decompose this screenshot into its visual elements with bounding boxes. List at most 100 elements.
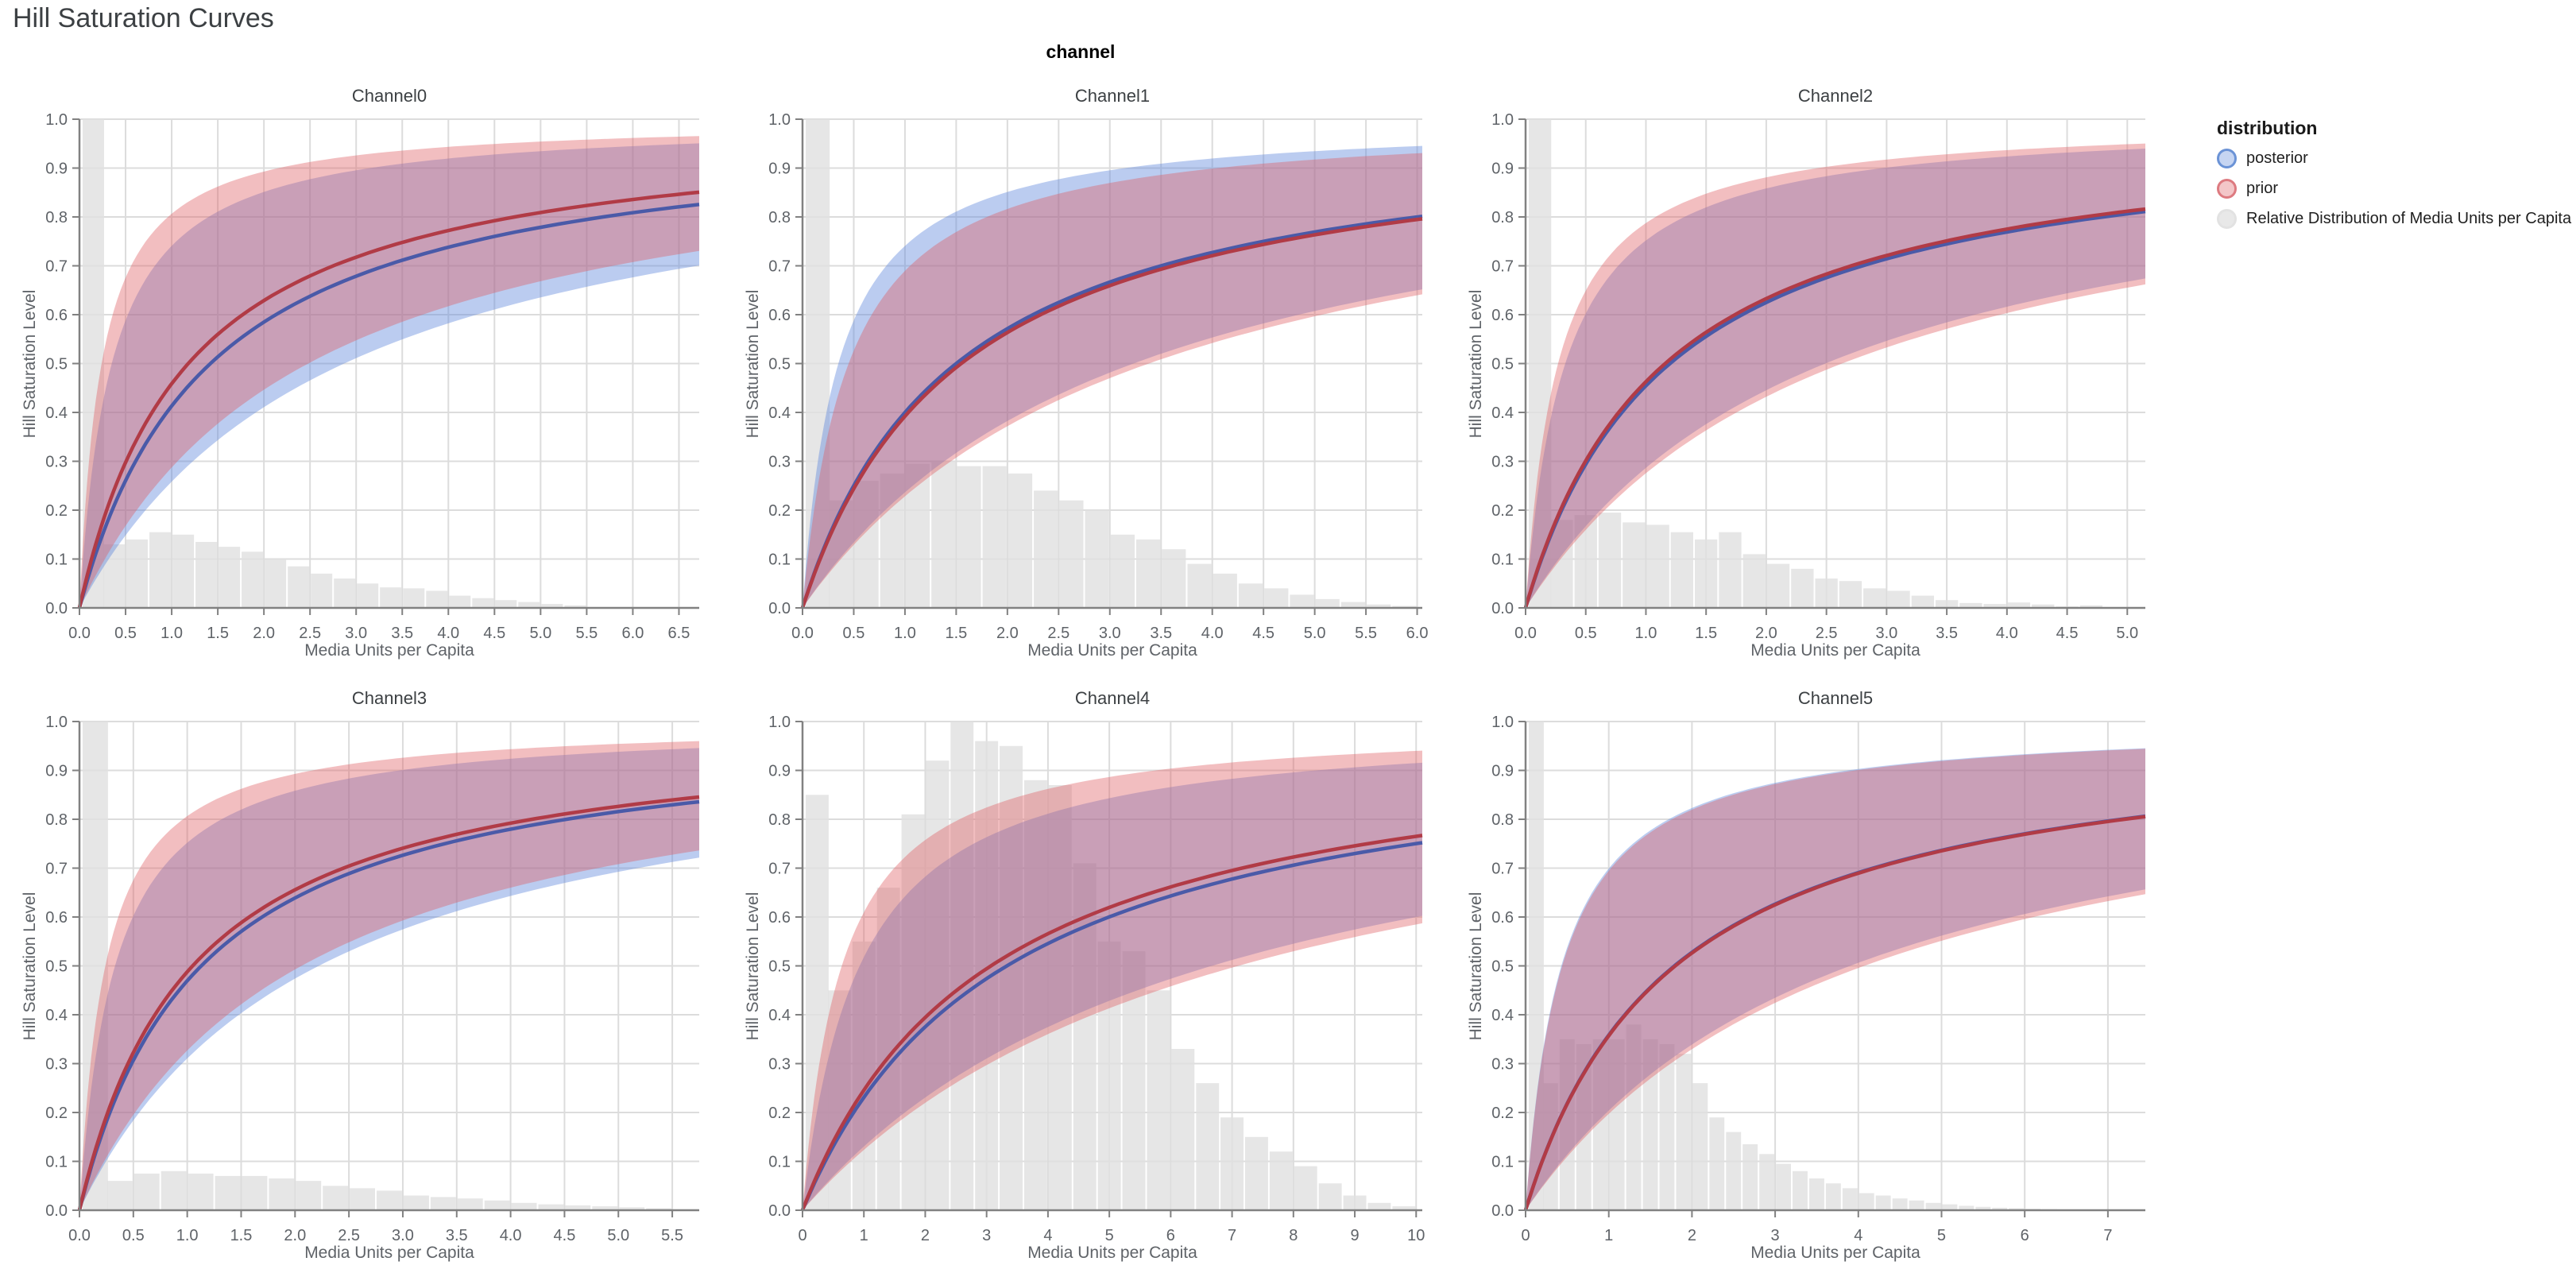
- x-tick-label: 2.0: [1755, 625, 1777, 642]
- x-tick-label: 1.5: [1695, 625, 1717, 642]
- x-tick-label: 7: [2103, 1227, 2112, 1244]
- y-tick-label: 0.3: [1491, 454, 1514, 471]
- y-tick-label: 0.1: [768, 1154, 791, 1171]
- legend-item-label: prior: [2246, 180, 2279, 197]
- y-tick-label: 0.3: [768, 454, 791, 471]
- y-tick-label: 0.9: [768, 161, 791, 178]
- x-tick-label: 5: [1937, 1227, 1946, 1244]
- facet-title-channel5: Channel5: [1797, 688, 1874, 708]
- y-tick-label: 1.0: [1491, 714, 1514, 731]
- legend-item-relative-distribution[interactable]: Relative Distribution of Media Units per…: [2217, 209, 2571, 229]
- relative-distribution-histogram: [1529, 722, 2057, 1211]
- posterior-band: [803, 145, 1422, 609]
- x-tick-label: 5.0: [607, 1227, 629, 1244]
- x-tick-label: 8: [1289, 1227, 1298, 1244]
- x-axis-title: Media Units per Capita: [1027, 1244, 1197, 1262]
- y-tick-label: 0.2: [45, 1105, 68, 1122]
- x-tick-label: 2.0: [996, 625, 1019, 642]
- x-tick-label: 6.5: [668, 625, 690, 642]
- prior-band: [79, 741, 699, 1210]
- page-title: Hill Saturation Curves: [13, 3, 274, 33]
- y-tick-label: 0.6: [1491, 909, 1514, 927]
- tick-marks: [72, 118, 680, 615]
- legend-item-label: Relative Distribution of Media Units per…: [2246, 210, 2572, 227]
- posterior-band: [79, 143, 699, 608]
- x-tick-label: 5.0: [529, 625, 551, 642]
- y-tick-label: 0.6: [1491, 307, 1514, 324]
- legend-item-label: posterior: [2246, 149, 2308, 167]
- y-tick-label: 0.5: [45, 958, 68, 976]
- x-tick-label: 5.0: [2116, 625, 2138, 642]
- chart-channel5: 0.0 0.1 0.2 0.3 0.4 0.5 0.6 0.7 0.8 0.9 1.0 0 1 2 3 4 5 6…: [1491, 714, 2146, 1244]
- y-tick-label: 0.3: [1491, 1056, 1514, 1074]
- tick-marks: [72, 721, 674, 1217]
- x-tick-label: 5.5: [661, 1227, 683, 1244]
- tick-marks: [1518, 118, 2129, 615]
- relative-distribution-histogram: [1529, 119, 2102, 609]
- y-tick-label: 0.8: [45, 209, 68, 226]
- tick-labels: 0.0 0.1 0.2 0.3 0.4 0.5 0.6 0.7 0.8 0.9 1.0 0.0 0.5 1…: [1491, 111, 2138, 642]
- posterior-swatch-icon: [2217, 149, 2237, 168]
- legend-item-posterior[interactable]: posterior: [2217, 149, 2571, 168]
- chart-channel2: 0.0 0.1 0.2 0.3 0.4 0.5 0.6 0.7 0.8 0.9 1.0 0.0 0.5 1…: [1491, 111, 2146, 642]
- prior-median-line: [77, 190, 700, 609]
- y-tick-label: 0.2: [768, 1105, 791, 1122]
- x-tick-label: 1.0: [161, 625, 183, 642]
- x-tick-label: 3.0: [1099, 625, 1121, 642]
- legend-item-prior[interactable]: prior: [2217, 179, 2571, 199]
- x-tick-label: 0.5: [843, 625, 865, 642]
- y-tick-label: 0.8: [768, 209, 791, 226]
- y-tick-label: 0.5: [45, 356, 68, 373]
- x-tick-label: 1.5: [207, 625, 229, 642]
- x-tick-label: 3.5: [446, 1227, 468, 1244]
- x-tick-label: 4: [1043, 1227, 1052, 1244]
- x-axis-title: Media Units per Capita: [1027, 641, 1197, 660]
- y-tick-label: 0.0: [45, 1202, 68, 1220]
- x-tick-label: 1: [1604, 1227, 1613, 1244]
- prior-median-line: [800, 834, 1423, 1211]
- y-tick-label: 0.6: [768, 307, 791, 324]
- posterior-band: [803, 762, 1422, 1210]
- x-tick-label: 3.5: [1936, 625, 1958, 642]
- x-tick-label: 5.5: [1355, 625, 1377, 642]
- x-tick-label: 1.0: [176, 1227, 199, 1244]
- y-tick-label: 0.7: [1491, 258, 1514, 276]
- x-tick-label: 4: [1854, 1227, 1862, 1244]
- prior-band: [803, 153, 1422, 609]
- x-tick-label: 4.0: [500, 1227, 522, 1244]
- tick-labels: 0.0 0.1 0.2 0.3 0.4 0.5 0.6 0.7 0.8 0.9 1.0 0 1 2 3 4 5 6…: [1491, 714, 2112, 1244]
- x-tick-label: 3: [982, 1227, 991, 1244]
- y-tick-label: 0.6: [45, 909, 68, 927]
- x-tick-label: 0.5: [114, 625, 137, 642]
- x-tick-label: 1.5: [230, 1227, 253, 1244]
- y-tick-label: 0.7: [45, 861, 68, 878]
- x-tick-label: 4.0: [1996, 625, 2018, 642]
- prior-band: [79, 136, 699, 608]
- x-tick-label: 7: [1228, 1227, 1236, 1244]
- x-tick-label: 4.5: [2056, 625, 2079, 642]
- prior-band: [1526, 143, 2145, 609]
- y-tick-label: 0.9: [1491, 763, 1514, 780]
- y-tick-label: 0.2: [1491, 502, 1514, 520]
- prior-swatch-icon: [2217, 179, 2237, 199]
- chart-channel3: 0.0 0.1 0.2 0.3 0.4 0.5 0.6 0.7 0.8 0.9 1.0 0.0 0.5 1…: [45, 714, 700, 1244]
- y-tick-label: 0.9: [1491, 161, 1514, 178]
- posterior-band: [1526, 748, 2145, 1210]
- x-tick-label: 0: [798, 1227, 806, 1244]
- y-tick-label: 0.5: [1491, 958, 1514, 976]
- y-tick-label: 0.5: [1491, 356, 1514, 373]
- y-tick-label: 1.0: [768, 111, 791, 129]
- y-tick-label: 0.4: [1491, 1007, 1514, 1024]
- y-tick-label: 0.4: [45, 1007, 68, 1024]
- x-tick-label: 4.5: [1252, 625, 1274, 642]
- tick-labels: 0.0 0.1 0.2 0.3 0.4 0.5 0.6 0.7 0.8 0.9 1.0 0.0 0.5 1…: [768, 111, 1428, 642]
- facet-title-channel4: Channel4: [1074, 688, 1151, 708]
- x-tick-label: 6: [2021, 1227, 2029, 1244]
- posterior-band: [1526, 149, 2145, 608]
- chart-channel1: 0.0 0.1 0.2 0.3 0.4 0.5 0.6 0.7 0.8 0.9 1.0 0.0 0.5 1…: [768, 111, 1428, 642]
- y-tick-label: 1.0: [1491, 111, 1514, 129]
- x-tick-label: 5.0: [1304, 625, 1326, 642]
- x-tick-label: 1.5: [945, 625, 967, 642]
- x-tick-label: 3.5: [1150, 625, 1172, 642]
- y-tick-label: 0.1: [1491, 551, 1514, 569]
